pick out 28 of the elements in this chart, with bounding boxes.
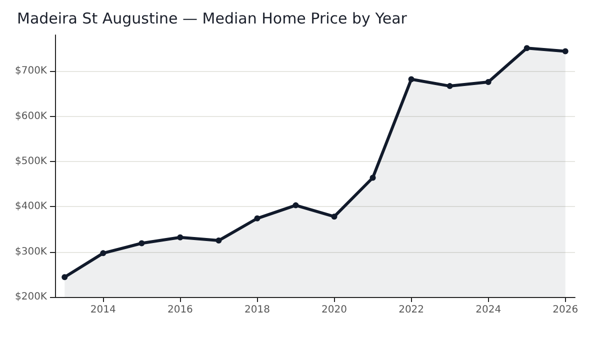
point xyxy=(446,83,453,90)
point xyxy=(562,48,568,54)
x-tick-label: 2024 xyxy=(476,304,502,316)
y-tick-label: $200K xyxy=(14,292,48,302)
x-tick-label: 2016 xyxy=(167,304,193,316)
point xyxy=(524,45,530,52)
chart-title: Madeira St Augustine — Median Home Price by Year xyxy=(17,10,408,28)
point xyxy=(292,202,299,208)
x-tick-label: 2018 xyxy=(244,304,270,316)
y-tick-label: $400K xyxy=(14,201,48,212)
x-tick-label: 2022 xyxy=(398,304,424,316)
point xyxy=(331,214,338,220)
y-tick-label: $500K xyxy=(14,156,48,167)
point xyxy=(177,234,184,240)
y-tick-label: $600K xyxy=(14,110,48,122)
x-tick-label: 2026 xyxy=(552,304,578,316)
x-tick-label: 2020 xyxy=(322,304,347,316)
point xyxy=(62,274,68,280)
x-tick-label: 2014 xyxy=(90,304,116,316)
point xyxy=(370,174,376,181)
point xyxy=(216,238,222,244)
point xyxy=(485,78,492,85)
point xyxy=(254,215,260,222)
point xyxy=(408,76,414,82)
y-tick-label: $700K xyxy=(14,66,48,77)
point xyxy=(138,240,145,246)
y-tick-label: $300K xyxy=(14,246,48,258)
point xyxy=(100,250,106,256)
